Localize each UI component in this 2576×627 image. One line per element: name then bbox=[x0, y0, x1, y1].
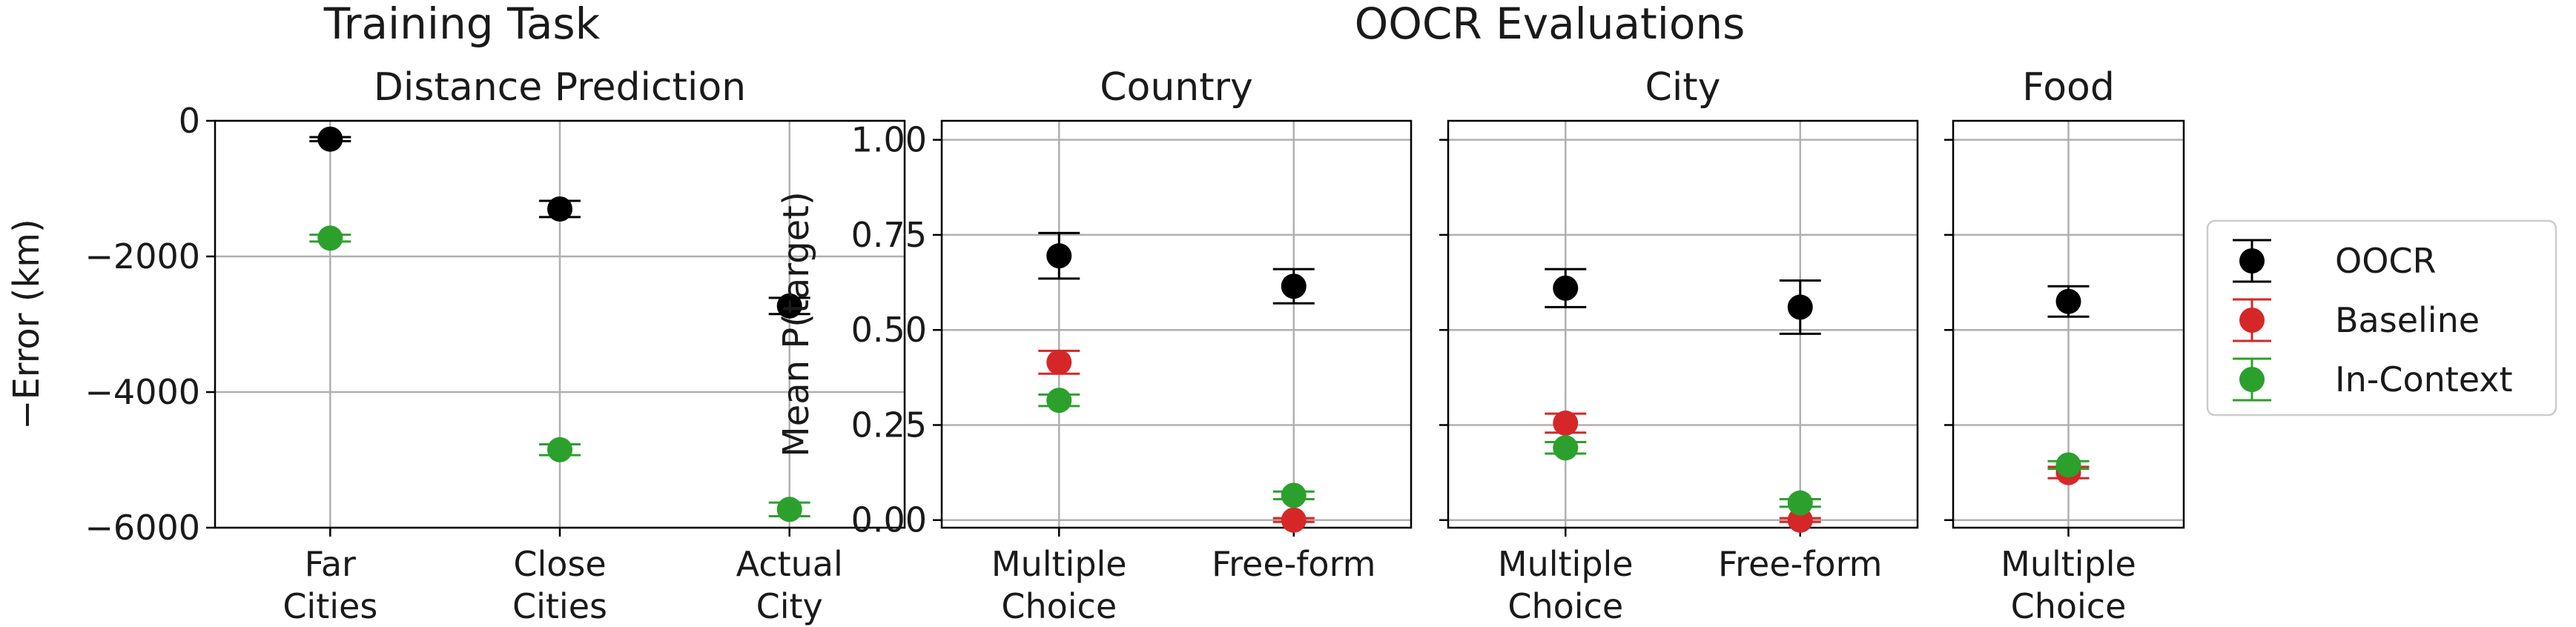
y-axis-label: Mean P(target) bbox=[776, 191, 817, 457]
legend-box bbox=[2206, 219, 2557, 417]
data-point bbox=[1553, 435, 1579, 461]
data-point bbox=[1553, 410, 1579, 436]
data-point bbox=[1281, 507, 1307, 533]
x-tick-label: Choice bbox=[2011, 586, 2127, 626]
panel-title: City bbox=[1645, 65, 1721, 110]
training-task-heading: Training Task bbox=[323, 0, 601, 49]
x-tick-label: City bbox=[756, 586, 823, 626]
y-tick-label: 0.00 bbox=[851, 500, 927, 540]
data-point bbox=[547, 196, 572, 222]
x-tick-label: Choice bbox=[1507, 586, 1623, 626]
data-point bbox=[1281, 273, 1307, 299]
axes-frame bbox=[940, 119, 1413, 529]
legend-label: OOCR bbox=[2335, 241, 2437, 281]
y-tick-label: −4000 bbox=[85, 372, 200, 412]
data-point bbox=[317, 126, 343, 152]
y-tick-label: −2000 bbox=[85, 236, 200, 276]
data-point bbox=[1046, 349, 1072, 375]
x-tick-label: Free-form bbox=[1718, 544, 1882, 584]
legend-marker bbox=[2239, 367, 2265, 392]
oocr-evaluations-heading: OOCR Evaluations bbox=[1355, 0, 1746, 49]
data-point bbox=[1281, 482, 1307, 508]
data-point bbox=[2055, 452, 2081, 478]
data-point bbox=[776, 497, 802, 522]
y-tick-label: 0 bbox=[179, 101, 200, 141]
chart-panel-1: 0−2000−4000−6000FarCitiesCloseCitiesActu… bbox=[6, 65, 906, 626]
plot-area: 0−2000−4000−6000FarCitiesCloseCitiesActu… bbox=[6, 65, 2185, 626]
x-tick-label: Cities bbox=[512, 586, 607, 626]
y-tick-label: −6000 bbox=[85, 508, 200, 548]
x-tick-label: Multiple bbox=[991, 544, 1127, 584]
panel-title: Food bbox=[2022, 65, 2115, 110]
data-point bbox=[2055, 288, 2081, 314]
legend-marker bbox=[2239, 308, 2265, 333]
y-axis-label: −Error (km) bbox=[6, 219, 47, 429]
data-point bbox=[776, 293, 802, 319]
y-tick-label: 0.75 bbox=[851, 215, 927, 255]
x-tick-label: Close bbox=[513, 544, 606, 584]
legend-marker bbox=[2239, 248, 2265, 273]
x-tick-label: Multiple bbox=[1498, 544, 1634, 584]
x-tick-label: Multiple bbox=[2001, 544, 2136, 584]
data-point bbox=[547, 437, 572, 462]
x-tick-label: Cities bbox=[283, 586, 377, 626]
panel-title: Distance Prediction bbox=[374, 65, 746, 110]
legend-label: Baseline bbox=[2335, 300, 2480, 340]
y-tick-label: 1.00 bbox=[851, 120, 927, 160]
x-tick-label: Actual bbox=[736, 544, 843, 584]
legend: OOCR Baseline In-Context bbox=[2206, 219, 2557, 417]
y-tick-label: 0.50 bbox=[851, 310, 927, 350]
axes-frame bbox=[1447, 119, 1919, 529]
x-tick-label: Choice bbox=[1001, 586, 1117, 626]
panel-title: Country bbox=[1100, 65, 1253, 110]
data-point bbox=[1787, 490, 1813, 516]
data-point bbox=[1787, 294, 1813, 320]
data-point bbox=[317, 225, 343, 251]
y-tick-label: 0.25 bbox=[851, 405, 927, 445]
data-point bbox=[1046, 243, 1072, 269]
data-point bbox=[1553, 275, 1579, 301]
legend-label: In-Context bbox=[2335, 359, 2513, 399]
x-tick-label: Far bbox=[305, 544, 356, 584]
data-point bbox=[1046, 388, 1072, 414]
x-tick-label: Free-form bbox=[1212, 544, 1375, 584]
